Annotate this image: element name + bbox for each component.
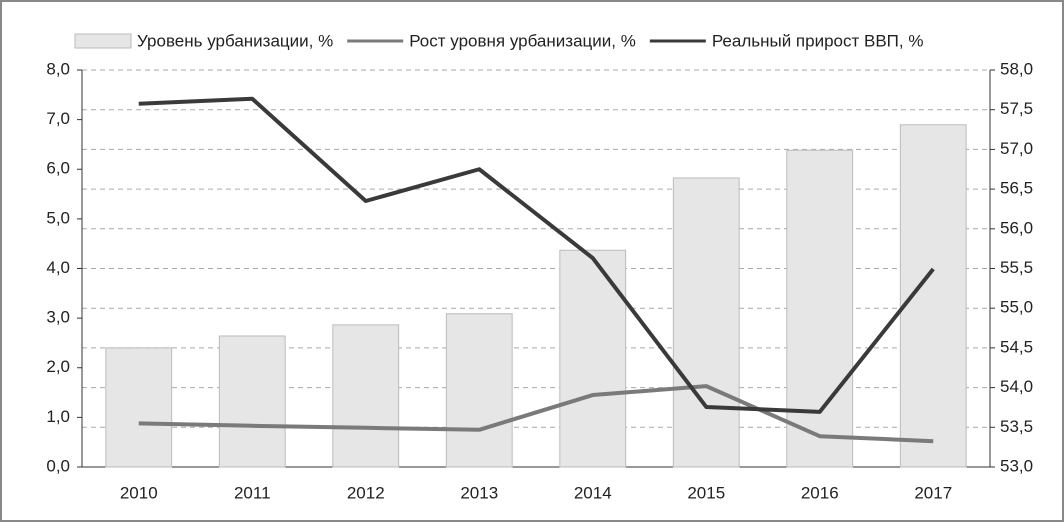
y2-tick-label: 53,5: [1000, 417, 1033, 436]
x-tick-label: 2011: [234, 483, 271, 502]
x-tick-label: 2013: [460, 483, 498, 502]
y2-tick-label: 56,0: [1000, 218, 1033, 237]
bar: [559, 249, 627, 468]
y-tick-label: 6,0: [46, 159, 70, 178]
legend-label: Уровень урбанизации, %: [137, 31, 333, 50]
line: [138, 384, 934, 444]
y-tick-label: 8,0: [46, 59, 70, 78]
x-tick-label: 2017: [914, 483, 952, 502]
y2-tick-label: 57,0: [1000, 139, 1033, 158]
legend-label: Рост уровня урбанизации, %: [409, 31, 636, 50]
bar: [672, 177, 740, 468]
bar: [445, 313, 513, 468]
x-tick-label: 2015: [687, 483, 725, 502]
y-tick-label: 7,0: [46, 109, 70, 128]
y2-tick-label: 55,0: [1000, 298, 1033, 317]
y-tick-label: 1,0: [46, 407, 70, 426]
y-tick-label: 3,0: [46, 308, 70, 327]
bar: [786, 149, 854, 468]
line: [138, 96, 935, 414]
bar: [218, 335, 286, 468]
x-tick-label: 2016: [801, 483, 839, 502]
y2-tick-label: 56,5: [1000, 179, 1033, 198]
y-tick-label: 5,0: [46, 208, 70, 227]
legend-label: Реальный прирост ВВП, %: [712, 31, 924, 50]
bar: [105, 347, 173, 468]
y-tick-label: 2,0: [46, 357, 70, 376]
y2-tick-label: 54,0: [1000, 377, 1033, 396]
legend-swatch: [74, 33, 132, 49]
y-tick-label: 0,0: [46, 456, 70, 475]
y-tick-label: 4,0: [46, 258, 70, 277]
x-tick-label: 2010: [120, 483, 158, 502]
x-tick-label: 2012: [347, 483, 385, 502]
y2-tick-label: 57,5: [1000, 99, 1033, 118]
y2-tick-label: 53,0: [1000, 456, 1033, 475]
y2-tick-label: 58,0: [1000, 59, 1033, 78]
bar: [332, 324, 400, 468]
y2-tick-label: 55,5: [1000, 258, 1033, 277]
y2-tick-label: 54,5: [1000, 337, 1033, 356]
x-tick-label: 2014: [574, 483, 612, 502]
